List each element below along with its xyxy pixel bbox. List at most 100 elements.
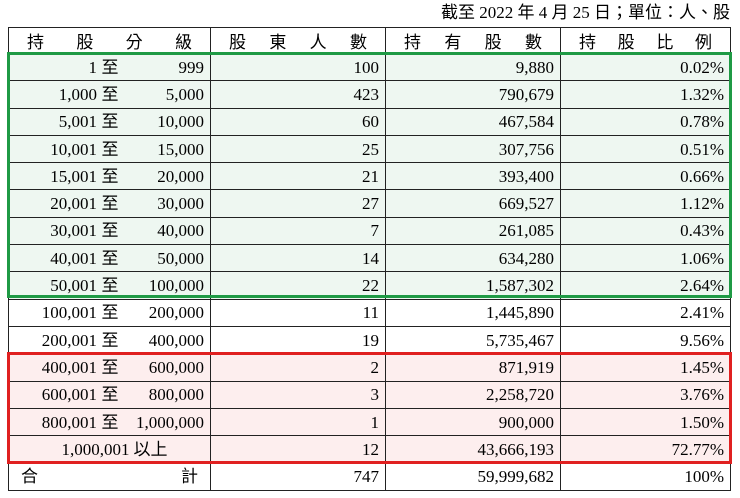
range-cell: 40,001 至 50,000 bbox=[8, 244, 211, 273]
holders-cell: 1 bbox=[210, 407, 386, 437]
table-row: 1,000 至 5,000 423 790,679 1.32% bbox=[8, 80, 731, 109]
range-sep: 至 bbox=[101, 357, 119, 377]
shares-cell: 634,280 bbox=[385, 244, 561, 273]
range-from: 50,001 bbox=[50, 276, 97, 296]
table-row: 40,001 至 50,000 14 634,280 1.06% bbox=[8, 244, 731, 273]
total-label: 合計 bbox=[8, 462, 211, 491]
table-row: 1 至 999 100 9,880 0.02% bbox=[8, 52, 731, 82]
range-cell: 1 至 999 bbox=[8, 52, 211, 82]
range-sep: 至 bbox=[101, 303, 119, 323]
range: 600,001 至 800,000 bbox=[15, 382, 204, 407]
ratio-cell: 0.43% bbox=[560, 216, 731, 246]
range-to: 100,000 bbox=[148, 276, 204, 296]
range-sep: 至 bbox=[101, 84, 119, 104]
range-sep: 至 bbox=[101, 112, 119, 132]
range: 15,001 至 20,000 bbox=[15, 164, 204, 189]
range-sep: 至 bbox=[101, 194, 119, 214]
shares-cell: 1,587,302 bbox=[385, 271, 561, 300]
shares-cell: 900,000 bbox=[385, 407, 561, 437]
ratio-cell: 1.12% bbox=[560, 189, 731, 218]
range-to: 30,000 bbox=[157, 194, 204, 214]
range-cell: 100,001 至 200,000 bbox=[8, 298, 211, 327]
range-to: 20,000 bbox=[157, 166, 204, 186]
holders-cell: 3 bbox=[210, 380, 386, 409]
holders-cell: 14 bbox=[210, 244, 386, 273]
table-row: 5,001 至 10,000 60 467,584 0.78% bbox=[8, 107, 731, 136]
range: 1,000 至 5,000 bbox=[15, 82, 204, 107]
holders-cell: 19 bbox=[210, 325, 386, 355]
shares-cell: 307,756 bbox=[385, 134, 561, 164]
holders-cell: 21 bbox=[210, 162, 386, 191]
total-holders: 747 bbox=[210, 462, 386, 491]
range-to: 200,000 bbox=[148, 303, 204, 323]
range: 40,001 至 50,000 bbox=[15, 246, 204, 271]
range-cell: 10,001 至 15,000 bbox=[8, 134, 211, 164]
table-row: 15,001 至 20,000 21 393,400 0.66% bbox=[8, 162, 731, 191]
range: 50,001 至 100,000 bbox=[15, 273, 204, 298]
range-from: 200,001 bbox=[41, 330, 97, 350]
range-from: 600,001 bbox=[41, 385, 97, 405]
shares-cell: 871,919 bbox=[385, 353, 561, 382]
range-cell: 5,001 至 10,000 bbox=[8, 107, 211, 136]
range-from: 10,001 bbox=[50, 139, 97, 159]
range-from: 20,001 bbox=[50, 194, 97, 214]
range-to: 40,000 bbox=[157, 221, 204, 241]
holders-cell: 27 bbox=[210, 189, 386, 218]
holders-cell: 22 bbox=[210, 271, 386, 300]
range-to: 600,000 bbox=[148, 357, 204, 377]
range-to: 15,000 bbox=[157, 139, 204, 159]
range-cell: 400,001 至 600,000 bbox=[8, 353, 211, 382]
ratio-cell: 1.32% bbox=[560, 80, 731, 109]
holders-cell: 11 bbox=[210, 298, 386, 327]
range-from: 15,001 bbox=[50, 166, 97, 186]
range-sep: 至 bbox=[101, 248, 119, 268]
ratio-cell: 0.51% bbox=[560, 134, 731, 164]
shares-cell: 790,679 bbox=[385, 80, 561, 109]
shares-cell: 393,400 bbox=[385, 162, 561, 191]
table-row: 600,001 至 800,000 3 2,258,720 3.76% bbox=[8, 380, 731, 409]
holders-cell: 25 bbox=[210, 134, 386, 164]
header-cell: 持有股數 bbox=[385, 27, 561, 54]
total-ratio: 100% bbox=[560, 462, 731, 491]
range-sep: 至 bbox=[101, 276, 119, 296]
ratio-cell: 72.77% bbox=[560, 435, 731, 464]
header-row: 持股分級 股東人數 持有股數 持股比例 bbox=[8, 27, 731, 54]
table-body: 1 至 999 100 9,880 0.02% 1,000 至 5,000 423 790,679 1… bbox=[8, 52, 731, 491]
holders-cell: 2 bbox=[210, 353, 386, 382]
shareholding-table: 持股分級 股東人數 持有股數 持股比例 1 至 999 100 9,880 0.02% 1,000… bbox=[8, 27, 731, 491]
ratio-cell: 0.66% bbox=[560, 162, 731, 191]
range-cell: 1,000 至 5,000 bbox=[8, 80, 211, 109]
range-cell: 50,001 至 100,000 bbox=[8, 271, 211, 300]
ratio-cell: 1.06% bbox=[560, 244, 731, 273]
shares-cell: 9,880 bbox=[385, 52, 561, 82]
range: 5,001 至 10,000 bbox=[15, 109, 204, 134]
range: 1 至 999 bbox=[15, 55, 205, 80]
range-to: 50,000 bbox=[157, 248, 204, 268]
range-from: 1,000 bbox=[58, 84, 97, 104]
shares-cell: 467,584 bbox=[385, 107, 561, 136]
range: 100,001 至 200,000 bbox=[15, 300, 204, 325]
holders-cell: 12 bbox=[210, 435, 386, 464]
total-row: 合計 747 59,999,682 100% bbox=[8, 462, 731, 491]
range-from: 40,001 bbox=[50, 248, 97, 268]
range-from: 1 bbox=[88, 57, 98, 77]
range-sep: 至 bbox=[101, 139, 119, 159]
shares-cell: 5,735,467 bbox=[385, 325, 561, 355]
holders-cell: 7 bbox=[210, 216, 386, 246]
ratio-cell: 1.50% bbox=[560, 407, 731, 437]
range: 200,001 至 400,000 bbox=[15, 328, 204, 353]
range: 1,000,001 以上 bbox=[15, 437, 204, 462]
range-from: 400,001 bbox=[41, 357, 97, 377]
shares-cell: 2,258,720 bbox=[385, 380, 561, 409]
range-to: 5,000 bbox=[165, 84, 204, 104]
ratio-cell: 0.02% bbox=[560, 52, 731, 82]
range-cell: 1,000,001 以上 bbox=[8, 435, 211, 464]
range-to: 800,000 bbox=[148, 385, 204, 405]
holders-cell: 100 bbox=[210, 52, 386, 82]
range-from: 800,001 bbox=[41, 412, 97, 432]
range-from: 30,001 bbox=[50, 221, 97, 241]
range-cell: 30,001 至 40,000 bbox=[8, 216, 211, 246]
table-row: 1,000,001 以上 12 43,666,193 72.77% bbox=[8, 435, 731, 464]
table-row: 30,001 至 40,000 7 261,085 0.43% bbox=[8, 216, 731, 246]
ratio-cell: 9.56% bbox=[560, 325, 731, 355]
